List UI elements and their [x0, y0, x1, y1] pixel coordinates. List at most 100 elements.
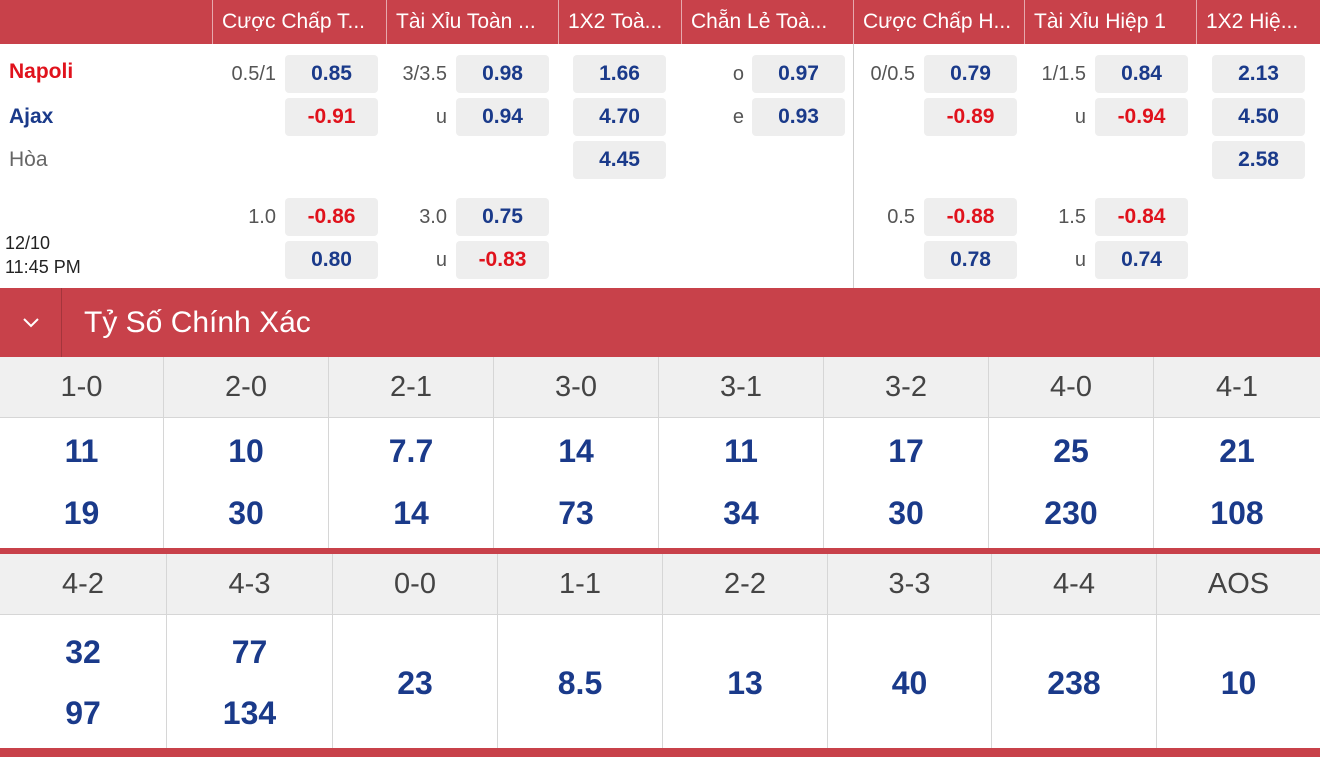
score-label: 3-3 — [828, 554, 991, 615]
ou-full-line: 3/3.5 — [402, 63, 447, 85]
header-asian-handicap-half[interactable]: Cược Chấp H... — [853, 0, 1025, 44]
odds-button[interactable]: 0.75 — [456, 198, 549, 236]
score-cell: 3-3 40 — [828, 554, 992, 748]
odds-button[interactable]: 0.80 — [285, 241, 378, 279]
odds-value[interactable]: 30 — [228, 495, 264, 531]
odds-value[interactable]: 10 — [228, 433, 264, 469]
odds-button[interactable]: 2.58 — [1212, 141, 1305, 179]
odds-button[interactable]: -0.91 — [285, 98, 378, 136]
header-over-under-half[interactable]: Tài Xỉu Hiệp 1 — [1024, 0, 1197, 44]
odds-value[interactable]: 73 — [558, 495, 594, 531]
score-cell: 4-3 77 134 — [167, 554, 333, 748]
odds-button[interactable]: 0.78 — [924, 241, 1017, 279]
ou-half-line: 1/1.5 — [1041, 63, 1086, 85]
score-cell: 1-0 11 19 — [0, 357, 164, 548]
ou-full-alt-line: 3.0 — [419, 206, 447, 228]
score-cell: 1-1 8.5 — [498, 554, 663, 748]
odds-button[interactable]: 4.45 — [573, 141, 666, 179]
odds-value[interactable]: 40 — [891, 665, 928, 701]
score-label: 3-0 — [494, 357, 658, 418]
odds-button[interactable]: 0.79 — [924, 55, 1017, 93]
odds-button[interactable]: 0.98 — [456, 55, 549, 93]
odds-button[interactable]: -0.89 — [924, 98, 1017, 136]
odds-value[interactable]: 238 — [1047, 665, 1101, 701]
header-odd-even-full[interactable]: Chẵn Lẻ Toà... — [681, 0, 853, 44]
odds-value[interactable]: 77 — [231, 634, 268, 670]
odds-value[interactable]: 32 — [65, 634, 101, 670]
bottom-divider — [0, 748, 1320, 757]
odds-button[interactable]: 1.66 — [573, 55, 666, 93]
odds-button[interactable]: -0.88 — [924, 198, 1017, 236]
away-team-name: Ajax — [9, 105, 54, 128]
odds-value[interactable]: 108 — [1210, 495, 1264, 531]
even-label: e — [732, 106, 744, 128]
draw-label: Hòa — [9, 148, 48, 171]
exact-score-grid-2: 4-2 32 97 4-3 77 134 0-0 23 1-1 8.5 2-2 … — [0, 554, 1320, 748]
ah-half-line: 0/0.5 — [870, 63, 915, 85]
score-cell: AOS 10 — [1157, 554, 1320, 748]
odds-section: Napoli Ajax Hòa 12/10 11:45 PM 0.5/1 0.8… — [0, 44, 1320, 288]
ah-full-alt-line: 1.0 — [248, 206, 276, 228]
odds-button[interactable]: 4.70 — [573, 98, 666, 136]
odds-value[interactable]: 134 — [222, 695, 277, 731]
market-header: Cược Chấp T... Tài Xỉu Toàn ... 1X2 Toà.… — [0, 0, 1320, 44]
odds-value[interactable]: 230 — [1044, 495, 1098, 531]
odds-value[interactable]: 17 — [888, 433, 924, 469]
score-label: 2-0 — [164, 357, 328, 418]
odds-value[interactable]: 13 — [727, 665, 763, 701]
odds-button[interactable]: 0.97 — [752, 55, 845, 93]
odds-value[interactable]: 23 — [397, 665, 433, 701]
score-cell: 0-0 23 — [333, 554, 498, 748]
exact-score-header: Tỷ Số Chính Xác — [0, 288, 1320, 357]
odds-value[interactable]: 30 — [888, 495, 924, 531]
odds-value[interactable]: 11 — [724, 433, 758, 469]
odds-value[interactable]: 97 — [65, 695, 101, 731]
odds-value[interactable]: 25 — [1053, 433, 1089, 469]
odds-button[interactable]: 0.85 — [285, 55, 378, 93]
under-label: u — [1074, 249, 1086, 271]
score-label: 4-2 — [0, 554, 166, 615]
odds-value[interactable]: 21 — [1219, 433, 1255, 469]
odds-value[interactable]: 7.7 — [388, 433, 434, 469]
score-cell: 2-2 13 — [663, 554, 828, 748]
odds-button[interactable]: 2.13 — [1212, 55, 1305, 93]
header-1x2-full[interactable]: 1X2 Toà... — [558, 0, 682, 44]
under-label: u — [435, 249, 447, 271]
score-cell: 3-2 17 30 — [824, 357, 989, 548]
odds-button[interactable]: 0.93 — [752, 98, 845, 136]
score-cell: 2-1 7.7 14 — [329, 357, 494, 548]
ah-half-alt-line: 0.5 — [887, 206, 915, 228]
score-cell: 4-4 238 — [992, 554, 1157, 748]
odds-value[interactable]: 10 — [1220, 665, 1257, 701]
header-asian-handicap-full[interactable]: Cược Chấp T... — [212, 0, 387, 44]
score-label: 1-1 — [498, 554, 662, 615]
odds-button[interactable]: 0.74 — [1095, 241, 1188, 279]
ou-half-alt-line: 1.5 — [1058, 206, 1086, 228]
score-cell: 4-2 32 97 — [0, 554, 167, 748]
odds-value[interactable]: 14 — [558, 433, 594, 469]
header-1x2-half[interactable]: 1X2 Hiệ... — [1196, 0, 1320, 44]
score-cell: 2-0 10 30 — [164, 357, 329, 548]
odd-label: o — [732, 63, 744, 85]
odds-button[interactable]: 0.84 — [1095, 55, 1188, 93]
odds-value[interactable]: 11 — [64, 433, 99, 469]
odds-button[interactable]: -0.94 — [1095, 98, 1188, 136]
odds-button[interactable]: -0.83 — [456, 241, 549, 279]
odds-value[interactable]: 14 — [393, 495, 429, 531]
half-divider — [853, 44, 854, 288]
odds-button[interactable]: 0.94 — [456, 98, 549, 136]
odds-button[interactable]: 4.50 — [1212, 98, 1305, 136]
score-cell: 3-1 11 34 — [659, 357, 824, 548]
header-over-under-full[interactable]: Tài Xỉu Toàn ... — [386, 0, 558, 44]
score-label: 1-0 — [0, 357, 163, 418]
odds-button[interactable]: -0.86 — [285, 198, 378, 236]
score-label: 3-2 — [824, 357, 988, 418]
score-label: 4-1 — [1154, 357, 1320, 418]
collapse-toggle[interactable] — [0, 288, 62, 357]
section-divider — [0, 548, 1320, 554]
odds-value[interactable]: 34 — [723, 495, 759, 531]
odds-value[interactable]: 8.5 — [557, 665, 603, 701]
score-label: 3-1 — [659, 357, 823, 418]
odds-value[interactable]: 19 — [63, 495, 100, 531]
odds-button[interactable]: -0.84 — [1095, 198, 1188, 236]
